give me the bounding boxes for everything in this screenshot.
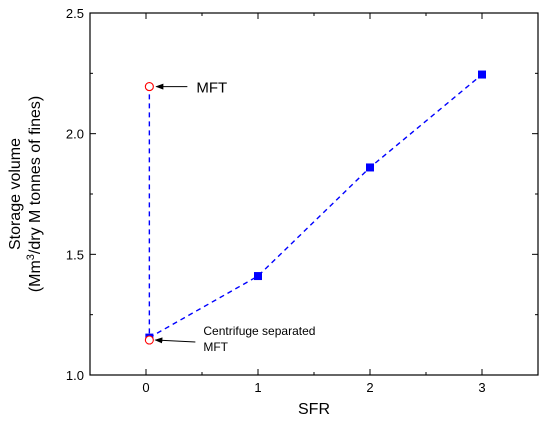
x-axis-title: SFR xyxy=(298,401,330,418)
y-tick-label: 1.5 xyxy=(66,247,84,262)
centrifuge-label-line1: Centrifuge separated xyxy=(203,324,315,338)
y-axis-title-line2: (Mm3/dry M tonnes of fines) xyxy=(25,96,44,292)
data-point-square xyxy=(366,163,374,172)
data-point-square xyxy=(254,272,262,281)
y-axis-title-line1: Storage volume xyxy=(7,138,24,250)
tick-marks xyxy=(89,12,539,376)
y-tick-label: 1.0 xyxy=(66,368,84,383)
x-tick-label: 2 xyxy=(366,380,373,395)
mft-label: MFT xyxy=(196,80,227,97)
centrifuge-label-line2: MFT xyxy=(203,340,228,354)
plot-frame xyxy=(89,12,539,376)
centrifuge-arrow xyxy=(154,337,196,344)
data-point-square xyxy=(478,70,486,79)
y-axis-title: Storage volume (Mm3/dry M tonnes of fine… xyxy=(7,96,44,292)
y-tick-label: 2.0 xyxy=(66,127,84,142)
data-series xyxy=(144,70,486,345)
x-tick-label: 1 xyxy=(254,380,261,395)
annotations: MFT Centrifuge separated MFT xyxy=(154,80,315,354)
data-point-circle xyxy=(144,82,154,92)
y-tick-label: 2.5 xyxy=(66,6,84,21)
series-line xyxy=(148,74,483,339)
tick-labels: 0 1 2 3 1.0 1.5 2.0 2.5 xyxy=(66,6,486,395)
x-tick-label: 0 xyxy=(142,380,149,395)
x-tick-label: 3 xyxy=(478,380,485,395)
data-point-circle xyxy=(144,335,154,345)
